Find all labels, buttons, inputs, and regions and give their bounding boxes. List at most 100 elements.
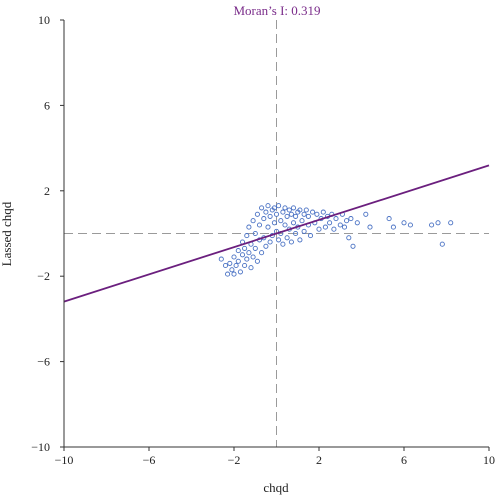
data-point	[297, 237, 303, 243]
data-point	[316, 226, 322, 232]
data-point	[235, 258, 241, 264]
data-point	[354, 220, 360, 226]
data-point	[327, 220, 333, 226]
data-point	[263, 243, 269, 249]
data-point	[290, 205, 297, 211]
data-point	[390, 224, 396, 230]
data-point	[259, 250, 265, 256]
x-tick-label: 2	[316, 453, 322, 467]
x-tick-label: 10	[483, 453, 495, 467]
data-point	[282, 222, 288, 228]
data-point	[278, 218, 284, 224]
data-point	[246, 224, 252, 230]
x-tick-label: −10	[55, 453, 74, 467]
data-point	[401, 220, 407, 226]
data-point	[282, 205, 288, 211]
chart-title: Moran’s I: 0.319	[233, 3, 320, 18]
regression-line	[63, 164, 490, 303]
data-point	[252, 245, 258, 251]
data-point	[271, 220, 277, 226]
data-point	[267, 213, 273, 219]
data-point	[235, 248, 241, 254]
data-point	[222, 262, 229, 269]
data-point	[435, 220, 441, 226]
data-point	[333, 216, 339, 222]
data-point	[261, 216, 267, 222]
data-point	[363, 211, 369, 217]
data-point	[429, 222, 435, 228]
data-point	[348, 216, 354, 222]
data-point	[280, 241, 286, 247]
data-points	[218, 203, 454, 277]
x-tick-labels: −10 −6 −2 2 6 10	[55, 453, 495, 467]
data-point	[303, 207, 309, 213]
data-point	[273, 211, 280, 217]
data-point	[293, 230, 299, 237]
data-point	[322, 224, 328, 230]
data-point	[320, 209, 326, 215]
data-point	[263, 209, 269, 215]
data-point	[407, 222, 413, 228]
data-point	[310, 209, 316, 215]
data-point	[242, 245, 248, 251]
data-point	[337, 222, 343, 228]
data-point	[346, 235, 352, 241]
data-point	[250, 218, 256, 224]
data-point	[290, 220, 297, 226]
data-point	[246, 250, 252, 256]
data-point	[248, 265, 254, 271]
data-point	[259, 205, 265, 211]
data-point	[244, 256, 250, 262]
data-point	[237, 269, 243, 275]
data-point	[239, 252, 246, 258]
data-point	[293, 213, 299, 219]
data-point	[233, 262, 239, 269]
data-point	[301, 211, 307, 217]
data-point	[244, 233, 250, 239]
data-point	[225, 271, 231, 277]
data-point	[229, 267, 235, 273]
data-point	[288, 239, 294, 245]
data-point	[227, 260, 233, 266]
data-point	[367, 224, 373, 230]
x-tick-label: −2	[228, 453, 241, 467]
data-point	[386, 216, 392, 222]
data-point	[252, 230, 258, 237]
data-point	[299, 218, 305, 224]
data-point	[271, 205, 277, 211]
y-tick-labels: 10 6 2 −2 −6 −10	[31, 13, 50, 454]
x-tick-label: 6	[401, 453, 407, 467]
y-tick-label: −10	[31, 440, 50, 454]
data-point	[250, 254, 256, 260]
y-tick-label: 6	[44, 98, 50, 112]
y-tick-label: 10	[38, 13, 50, 27]
data-point	[448, 220, 454, 226]
data-point	[254, 258, 260, 264]
data-point	[284, 213, 290, 219]
data-point	[341, 224, 348, 230]
data-point	[218, 256, 224, 262]
data-point	[439, 241, 445, 247]
data-point	[307, 233, 314, 239]
data-point	[314, 211, 320, 217]
data-point	[288, 211, 294, 217]
data-point	[280, 209, 286, 215]
y-axis-label: Lassed chqd	[0, 201, 14, 266]
data-point	[286, 207, 292, 213]
x-tick-label: −6	[143, 453, 156, 467]
data-point	[267, 239, 273, 245]
data-point	[276, 237, 282, 243]
data-point	[231, 271, 237, 277]
data-point	[344, 218, 350, 224]
regression-line-group	[63, 164, 490, 303]
y-tick-label: 2	[44, 184, 50, 198]
data-point	[350, 243, 356, 249]
data-point	[231, 254, 237, 260]
y-tick-label: −6	[37, 355, 50, 369]
data-point	[305, 213, 311, 219]
data-point	[254, 211, 260, 217]
data-point	[331, 226, 337, 232]
x-axis-label: chqd	[263, 480, 289, 495]
y-tick-label: −2	[37, 269, 50, 283]
